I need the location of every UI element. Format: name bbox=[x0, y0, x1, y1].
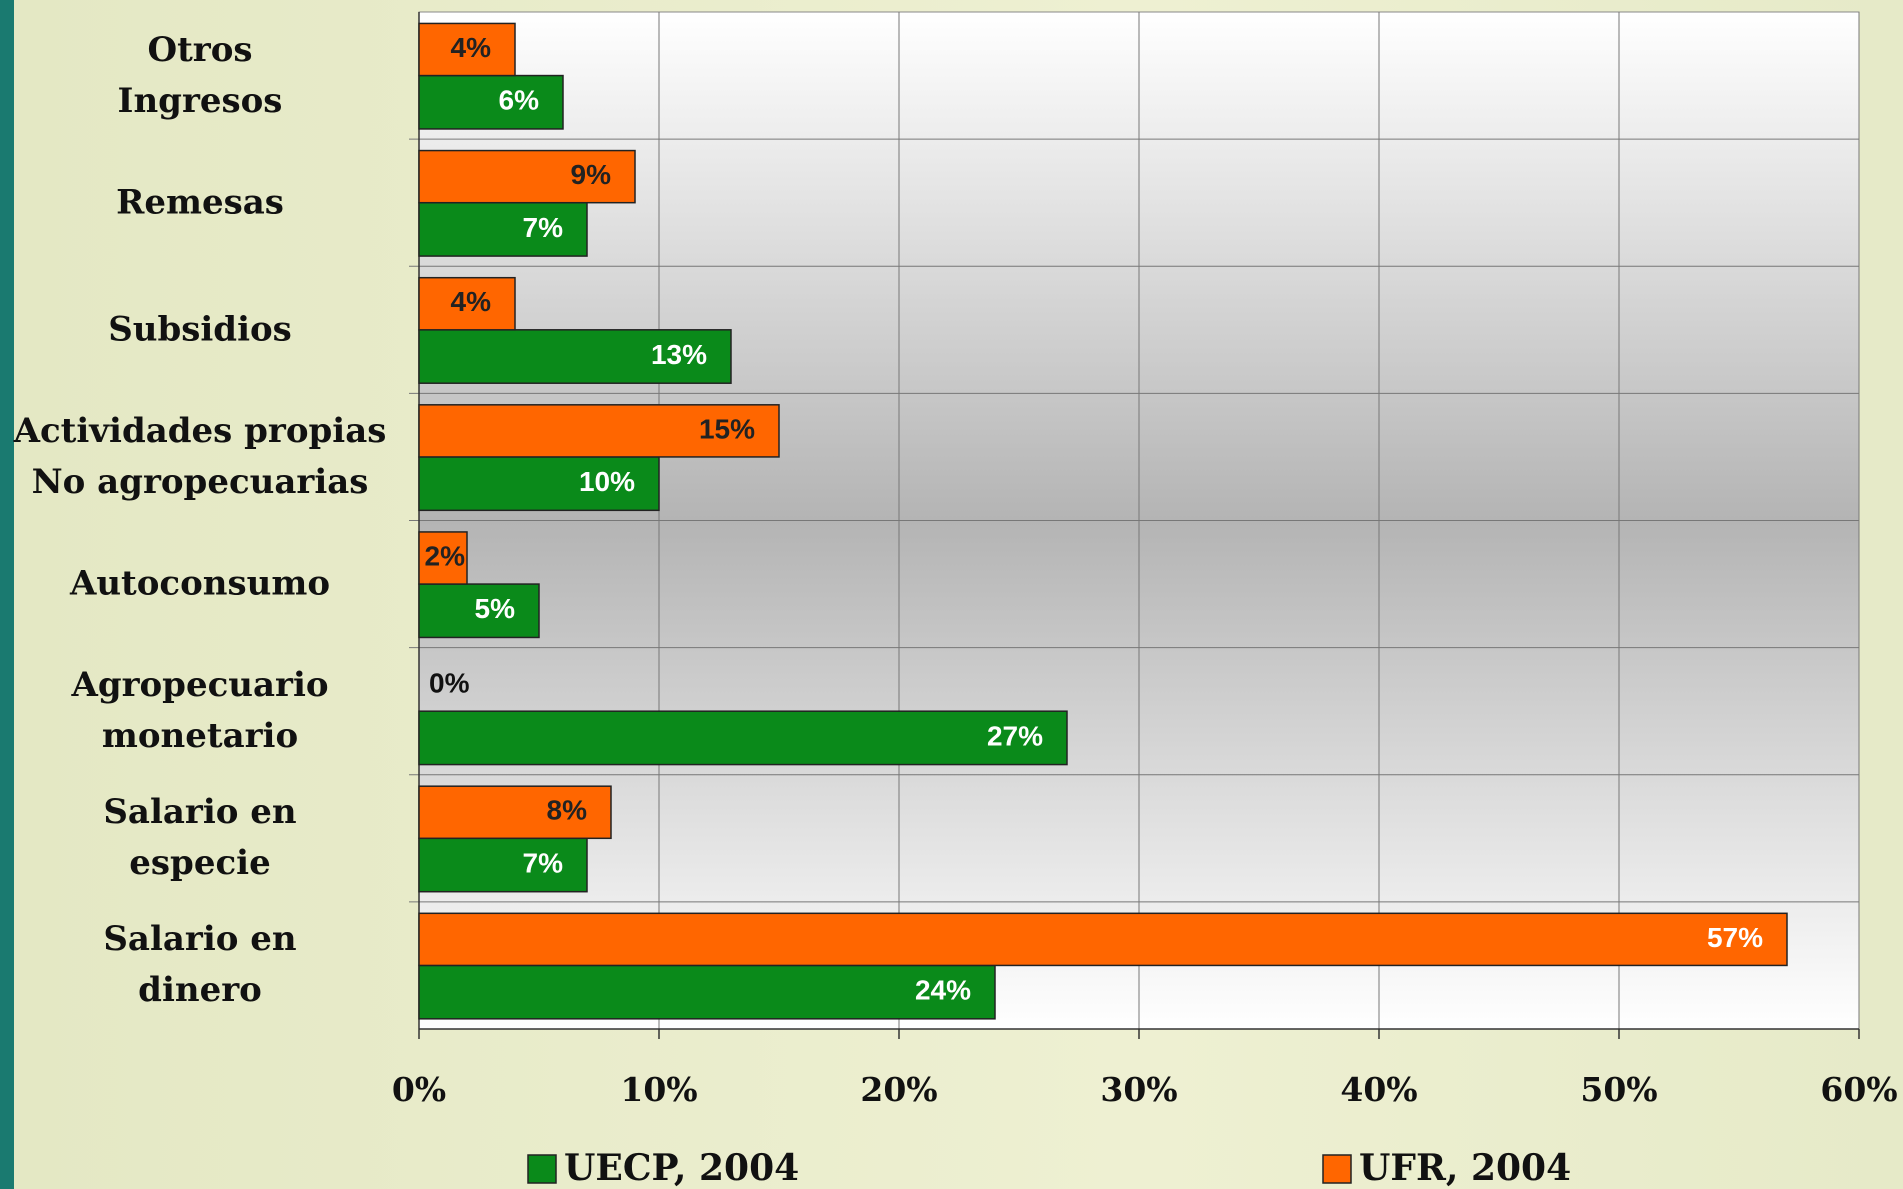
value-label: 15% bbox=[699, 413, 755, 444]
value-label: 7% bbox=[523, 212, 564, 243]
value-label: 10% bbox=[579, 466, 635, 497]
bar bbox=[418, 22, 516, 77]
value-label: 24% bbox=[915, 975, 971, 1006]
category-label: Salario en especie bbox=[103, 792, 297, 884]
bar bbox=[418, 329, 732, 384]
bar bbox=[418, 276, 516, 331]
value-label: 0% bbox=[429, 668, 470, 699]
bar bbox=[418, 710, 1068, 766]
value-label: 9% bbox=[571, 159, 612, 190]
value-label: 8% bbox=[547, 795, 588, 826]
bar bbox=[418, 964, 996, 1020]
x-tick-label: 30% bbox=[1100, 1070, 1177, 1109]
bar bbox=[418, 912, 1788, 967]
category-label: Salario en dinero bbox=[103, 919, 297, 1011]
legend-swatch bbox=[527, 1154, 557, 1184]
legend-label: UECP, 2004 bbox=[564, 1147, 799, 1189]
value-label: 13% bbox=[651, 339, 707, 370]
value-label: 7% bbox=[523, 847, 564, 878]
x-tick-label: 40% bbox=[1340, 1070, 1417, 1109]
category-label: Autoconsumo bbox=[69, 563, 331, 604]
category-label: Agropecuario monetario bbox=[71, 665, 329, 757]
bar bbox=[418, 456, 660, 512]
category-label: Actividades propias No agropecuarias bbox=[13, 410, 387, 502]
value-label: 4% bbox=[451, 32, 492, 63]
value-label: 57% bbox=[1707, 922, 1763, 953]
category-label: Subsidios bbox=[108, 309, 292, 350]
legend-label: UFR, 2004 bbox=[1359, 1147, 1571, 1189]
bar bbox=[418, 201, 588, 257]
value-label: 2% bbox=[425, 540, 466, 571]
category-label: Remesas bbox=[116, 182, 284, 223]
bar bbox=[418, 404, 780, 458]
bar bbox=[418, 837, 588, 893]
bar bbox=[418, 583, 540, 639]
bar bbox=[418, 785, 612, 840]
value-label: 27% bbox=[987, 720, 1043, 751]
x-tick-label: 50% bbox=[1580, 1070, 1657, 1109]
bar bbox=[418, 74, 564, 130]
x-tick-label: 20% bbox=[860, 1070, 937, 1109]
value-label: 6% bbox=[499, 85, 540, 116]
category-label: Otros Ingresos bbox=[117, 29, 283, 121]
x-tick-label: 0% bbox=[392, 1070, 446, 1109]
value-label: 4% bbox=[451, 286, 492, 317]
legend-swatch bbox=[1322, 1154, 1352, 1184]
bar bbox=[418, 531, 468, 585]
x-tick-label: 10% bbox=[620, 1070, 697, 1109]
value-label: 5% bbox=[475, 593, 516, 624]
bar bbox=[418, 149, 636, 204]
x-tick-label: 60% bbox=[1820, 1070, 1897, 1109]
